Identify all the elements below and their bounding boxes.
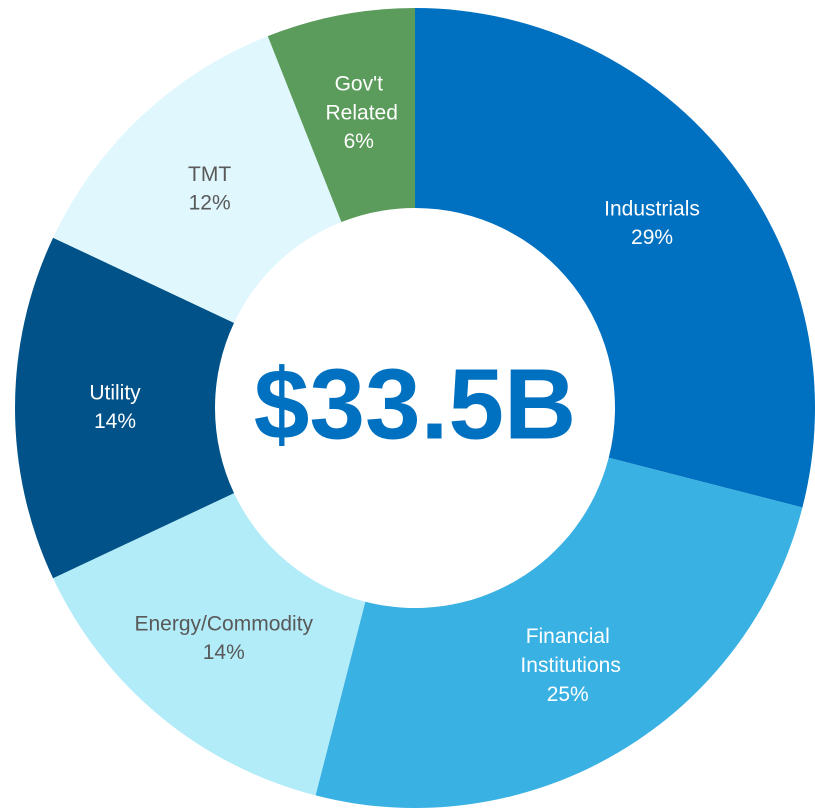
slice-label: Energy/Commodity (134, 612, 313, 635)
slice-value-label: 14% (94, 410, 136, 433)
donut-slice (315, 457, 803, 808)
slice-label: Financial Institutions (515, 625, 621, 677)
slice-value-label: 12% (189, 191, 231, 214)
slice-label: Industrials (604, 197, 700, 220)
slice-label: TMT (188, 162, 231, 185)
donut-slice (415, 8, 815, 508)
center-label: $33.5B (254, 348, 576, 460)
slice-value-label: 6% (344, 130, 374, 153)
slice-label: Utility (89, 381, 141, 404)
donut-slice (267, 8, 415, 223)
slice-value-label: 14% (203, 641, 245, 664)
donut-slice (53, 493, 366, 796)
donut-slice (15, 237, 235, 579)
slice-label: Gov't Related (320, 72, 398, 124)
donut-slice (53, 36, 342, 323)
slice-value-label: 29% (631, 226, 673, 249)
slice-value-label: 25% (547, 683, 589, 706)
